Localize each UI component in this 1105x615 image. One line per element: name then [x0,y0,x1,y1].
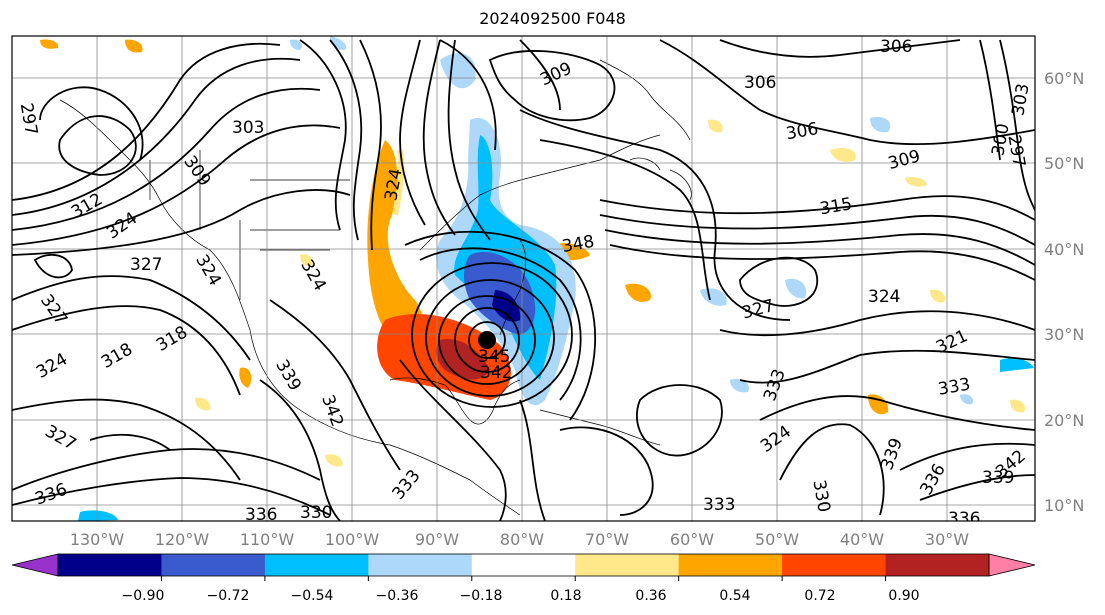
contour-label: 345 [478,347,510,367]
contour-label: 339 [982,468,1014,488]
latitude-labels: 60°N 50°N 40°N 30°N 20°N 10°N [1044,69,1084,515]
colorbar-tick-labels: −0.90 −0.72 −0.54 −0.36 −0.18 0.18 0.36 … [122,588,920,604]
contour-label: 324 [868,287,900,307]
contour-label: 336 [245,505,277,525]
coastlines [59,59,692,516]
contour-label: 306 [744,73,776,93]
colorbar-tick-label: 0.18 [550,588,581,604]
colorbar-tick-label: −0.54 [291,588,334,604]
lon-label: 120°W [155,530,210,549]
colorbar-segment [368,554,473,576]
colorbar-tick-label: −0.90 [122,588,165,604]
colorbar-extend-max [988,553,1036,577]
contour-label: 333 [703,495,735,515]
lon-label: 130°W [70,530,125,549]
map-title: 2024092500 F048 [479,9,626,28]
lat-label: 40°N [1044,240,1084,259]
lat-label: 60°N [1044,69,1084,88]
contour-label: 303 [232,118,264,138]
lon-label: 50°W [755,530,799,549]
colorbar-segment [161,554,266,576]
colorbar-tick-label: 0.36 [635,588,666,604]
colorbar-tick-label: 0.54 [719,588,750,604]
lat-label: 10°N [1044,496,1084,515]
lon-label: 40°W [840,530,884,549]
contour-label: 330 [300,503,332,523]
lon-label: 90°W [415,530,459,549]
colorbar-extend-min [11,553,59,577]
contour-label: 306 [880,37,912,57]
lon-label: 60°W [670,530,714,549]
lon-label: 110°W [240,530,295,549]
colorbar-segment [471,554,576,576]
lat-label: 30°N [1044,325,1084,344]
colorbar-segment [678,554,783,576]
gridlines [12,36,1035,521]
colorbar-segment [575,554,680,576]
longitude-labels: 130°W 120°W 110°W 100°W 90°W 80°W 70°W 6… [70,530,969,549]
lon-label: 100°W [325,530,380,549]
map-border [11,35,1036,522]
colorbar-tick-label: 0.72 [804,588,835,604]
contour-label: 342 [480,363,512,383]
colorbar-segment [885,554,990,576]
colorbar-tick-label: −0.72 [207,588,250,604]
colorbar-outline [57,553,990,577]
lat-label: 50°N [1044,154,1084,173]
colorbar-segment [782,554,887,576]
contour-label: 336 [948,509,980,529]
lon-label: 30°W [925,530,969,549]
colorbar-segment [264,554,369,576]
contour-lines [12,39,1035,521]
negative-shading [78,36,1034,521]
colorbar-tick-label: −0.18 [460,588,503,604]
contour-label: 327 [130,255,162,275]
lon-label: 70°W [585,530,629,549]
colorbar-tick-label: 0.90 [888,588,919,604]
lat-label: 20°N [1044,411,1084,430]
colorbar-segment [58,554,162,576]
colorbar-tick-label: −0.36 [376,588,419,604]
lon-label: 80°W [500,530,544,549]
colorbar [11,553,1036,581]
hurricane-center-marker [478,331,496,349]
